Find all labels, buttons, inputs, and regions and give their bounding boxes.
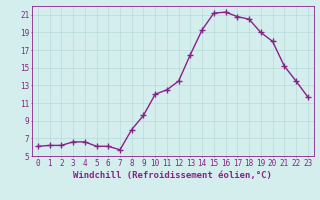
X-axis label: Windchill (Refroidissement éolien,°C): Windchill (Refroidissement éolien,°C) xyxy=(73,171,272,180)
